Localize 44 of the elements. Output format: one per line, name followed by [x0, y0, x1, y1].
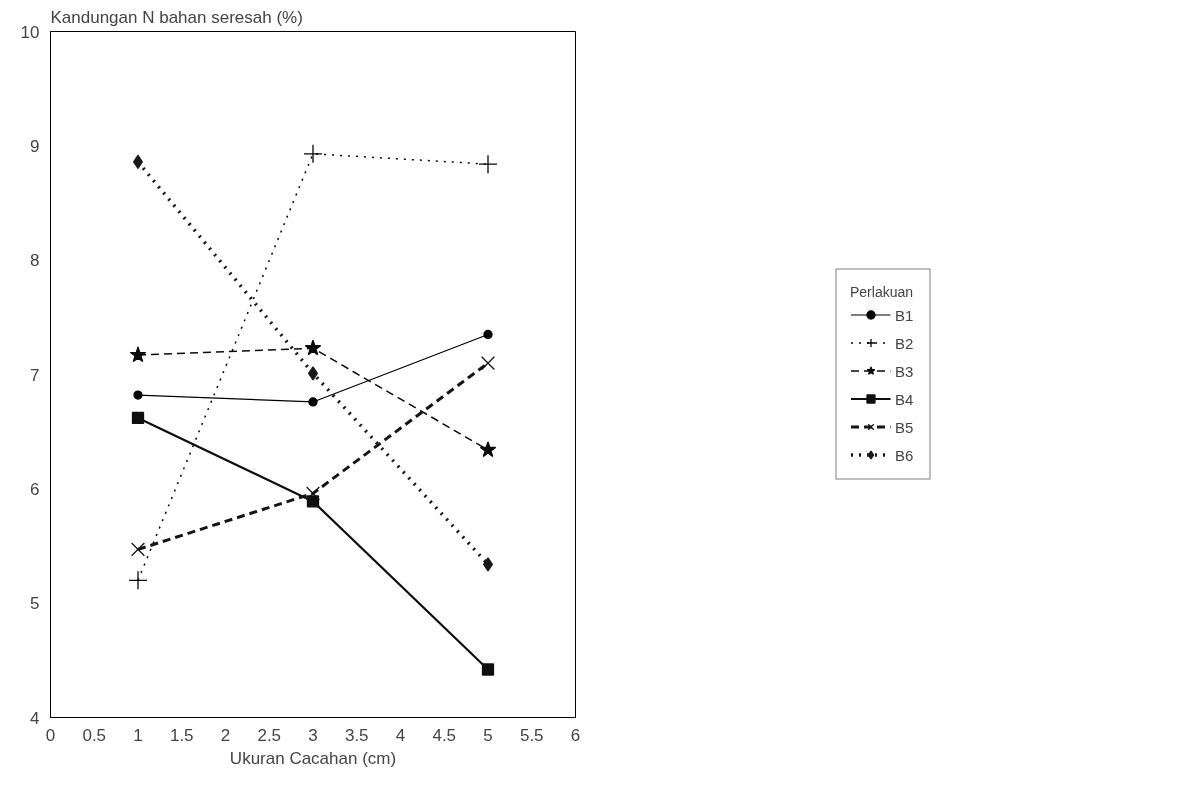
y-tick-label: 9 [30, 136, 40, 156]
y-tick-label: 5 [30, 594, 40, 614]
y-tick-label: 4 [30, 708, 40, 728]
x-tick-label: 1.5 [169, 725, 194, 745]
y-tick-label: 10 [20, 22, 40, 42]
point [133, 390, 143, 400]
point [128, 570, 148, 590]
point [306, 495, 320, 508]
point [131, 411, 145, 425]
legend-label: B1 [895, 306, 915, 323]
legend-label: B4 [895, 390, 915, 407]
x-tick-label: 6 [570, 725, 581, 745]
x-tick-label: 4.5 [432, 725, 457, 745]
point [479, 441, 497, 458]
point [480, 356, 496, 371]
y-tick-label: 6 [30, 479, 40, 499]
point [478, 154, 498, 174]
legend-label: B3 [895, 362, 915, 379]
point [303, 144, 323, 164]
point [305, 486, 321, 501]
x-tick-label: 4 [395, 725, 406, 745]
legend-title: Perlakuan [850, 283, 915, 300]
x-tick-label: 2 [220, 725, 231, 745]
x-tick-label: 5.5 [519, 725, 544, 745]
x-tick-label: 1 [133, 725, 143, 745]
x-tick-label: 3 [308, 725, 318, 745]
point [129, 346, 147, 363]
point [304, 339, 322, 356]
y-tick-label: 7 [30, 365, 40, 385]
x-axis-title: Ukuran Cacahan (cm) [229, 748, 397, 768]
x-tick-label: 5 [483, 725, 493, 745]
y-axis-title: Kandungan N bahan seresah (%) [50, 7, 303, 27]
y-tick-label: 8 [30, 251, 40, 271]
point [481, 663, 495, 676]
legend-label: B5 [895, 418, 915, 435]
x-tick-label: 0.5 [82, 725, 107, 745]
legend-label: B6 [895, 446, 915, 463]
x-tick-label: 0 [45, 725, 56, 745]
point [308, 397, 318, 407]
point [483, 329, 493, 340]
point [130, 542, 146, 557]
legend-label: B2 [895, 334, 915, 351]
x-tick-label: 3.5 [344, 725, 369, 745]
x-tick-label: 2.5 [257, 725, 282, 745]
